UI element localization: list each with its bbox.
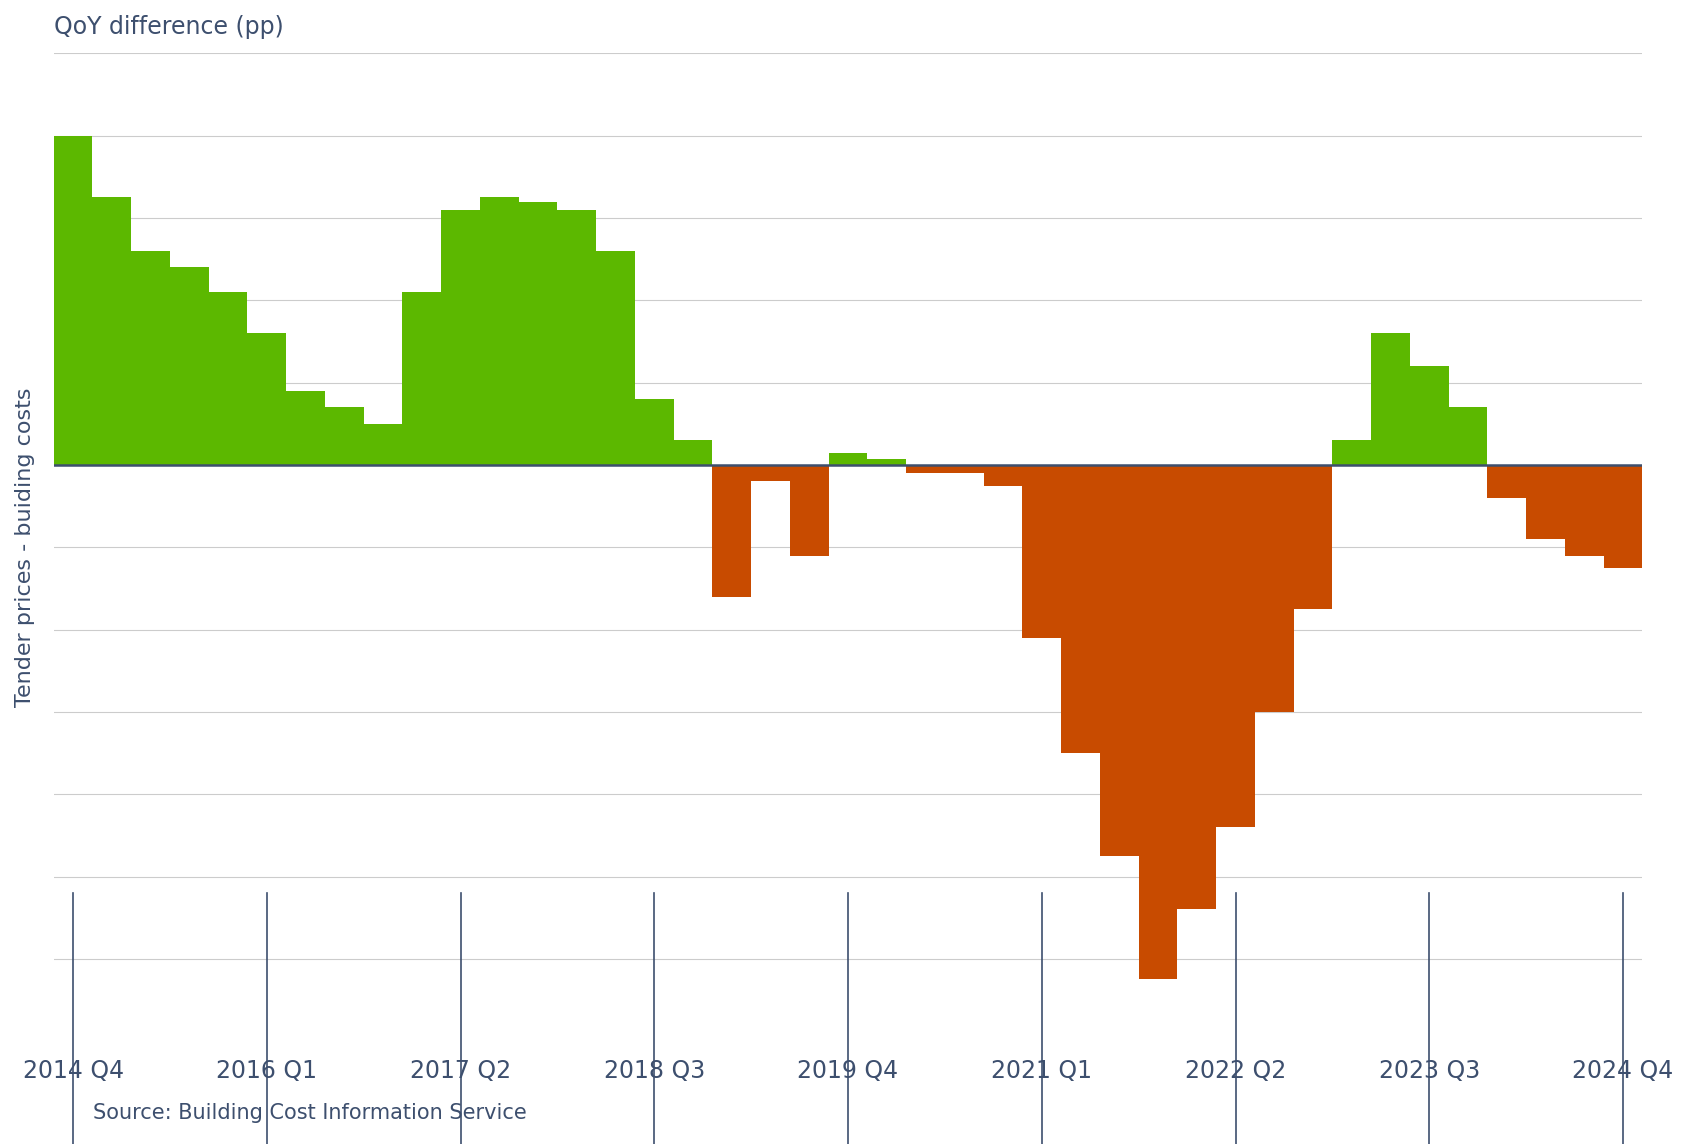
Bar: [1604, 464, 1643, 567]
Bar: [751, 464, 790, 482]
Bar: [790, 464, 829, 556]
Bar: [208, 292, 247, 464]
Bar: [829, 453, 868, 464]
Bar: [1526, 464, 1565, 539]
Bar: [868, 459, 907, 464]
Bar: [1371, 333, 1409, 464]
Text: QoY difference (pp): QoY difference (pp): [54, 15, 284, 39]
Bar: [557, 209, 596, 464]
Bar: [1448, 407, 1487, 464]
Bar: [1487, 464, 1526, 498]
Bar: [1022, 464, 1061, 638]
Bar: [944, 464, 983, 474]
Bar: [1178, 464, 1217, 909]
Bar: [442, 209, 481, 464]
Bar: [481, 198, 519, 464]
Bar: [169, 268, 208, 464]
Bar: [1139, 464, 1178, 979]
Bar: [1255, 464, 1294, 712]
Bar: [93, 198, 132, 464]
Bar: [54, 136, 93, 464]
Bar: [286, 391, 325, 464]
Bar: [1061, 464, 1100, 753]
Bar: [1100, 464, 1139, 856]
Bar: [403, 292, 442, 464]
Bar: [364, 423, 403, 464]
Bar: [712, 464, 751, 597]
Bar: [596, 251, 634, 464]
Bar: [1409, 366, 1448, 464]
Bar: [325, 407, 364, 464]
Bar: [907, 464, 944, 474]
Bar: [247, 333, 286, 464]
Bar: [983, 464, 1022, 485]
Bar: [132, 251, 169, 464]
Bar: [1294, 464, 1332, 609]
Bar: [519, 201, 557, 464]
Bar: [1332, 440, 1371, 464]
Y-axis label: Tender prices - buiding costs: Tender prices - buiding costs: [15, 388, 36, 707]
Bar: [1565, 464, 1604, 556]
Text: Source: Building Cost Information Service: Source: Building Cost Information Servic…: [93, 1104, 526, 1123]
Bar: [673, 440, 712, 464]
Bar: [1217, 464, 1255, 827]
Bar: [634, 399, 673, 464]
